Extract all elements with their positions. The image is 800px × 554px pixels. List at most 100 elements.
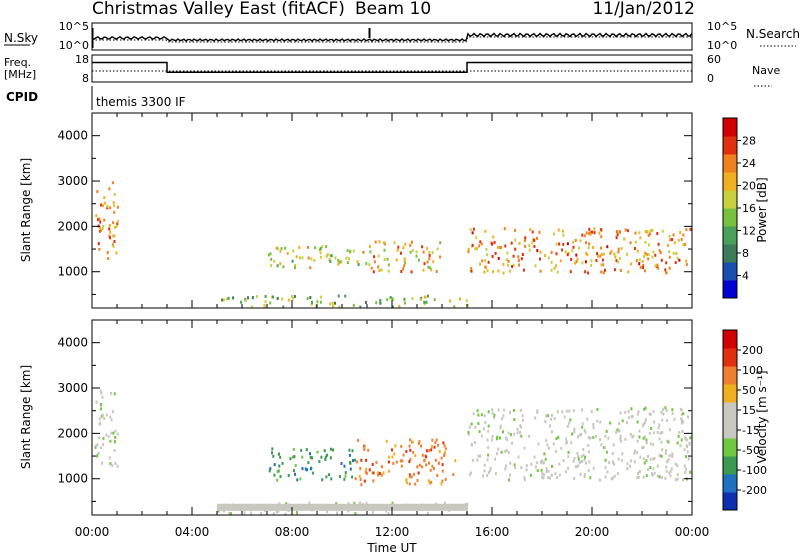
- data-cell: [656, 474, 659, 478]
- colorbar-segment: [723, 366, 737, 385]
- data-cell: [102, 436, 105, 440]
- data-cell: [403, 301, 406, 305]
- data-cell: [689, 227, 692, 231]
- colorbar-segment: [723, 154, 737, 173]
- data-cell: [502, 262, 505, 266]
- data-cell: [267, 253, 270, 257]
- data-cell: [408, 444, 411, 448]
- data-cell: [439, 255, 441, 259]
- data-cell: [668, 255, 671, 259]
- colorbar-segment: [723, 348, 737, 367]
- data-cell: [423, 458, 426, 462]
- data-cell: [251, 503, 254, 511]
- data-cell: [403, 259, 406, 263]
- data-cell: [520, 257, 523, 261]
- data-cell: [592, 466, 595, 470]
- data-cell: [550, 268, 553, 272]
- data-cell: [360, 483, 363, 487]
- data-cell: [680, 412, 683, 416]
- data-cell: [218, 503, 221, 511]
- data-cell: [645, 253, 648, 257]
- data-cell: [514, 247, 517, 251]
- data-cell: [470, 269, 473, 273]
- data-cell: [436, 474, 439, 477]
- data-cell: [604, 268, 606, 272]
- data-cell: [685, 228, 688, 232]
- data-cell: [338, 260, 341, 264]
- data-cell: [486, 473, 489, 477]
- data-cell: [359, 467, 362, 470]
- data-cell: [513, 409, 516, 412]
- data-cell: [330, 254, 333, 258]
- data-cell: [429, 266, 432, 270]
- data-cell: [432, 260, 435, 264]
- data-cell: [596, 419, 599, 423]
- data-cell: [308, 501, 311, 505]
- data-cell: [626, 421, 628, 425]
- data-cell: [541, 472, 544, 476]
- data-cell: [417, 258, 420, 262]
- data-cell: [568, 421, 571, 425]
- data-cell: [344, 471, 347, 475]
- data-cell: [600, 270, 603, 274]
- data-cell: [434, 458, 437, 462]
- data-cell: [346, 249, 349, 253]
- data-cell: [108, 227, 111, 231]
- data-cell: [272, 454, 275, 458]
- data-cell: [534, 264, 537, 268]
- data-cell: [338, 475, 341, 479]
- data-cell: [452, 473, 455, 477]
- data-cell: [573, 457, 576, 461]
- data-cell: [665, 469, 668, 473]
- data-cell: [116, 220, 119, 224]
- y-tick-label: 3000: [57, 381, 88, 395]
- data-cell: [409, 503, 411, 511]
- data-cell: [352, 459, 354, 463]
- data-cell: [600, 235, 603, 239]
- data-cell: [401, 503, 404, 511]
- data-cell: [309, 467, 312, 471]
- colorbar-tick-label: 28: [742, 135, 756, 148]
- data-cell: [606, 245, 609, 249]
- data-cell: [392, 461, 395, 465]
- data-cell: [442, 503, 444, 511]
- data-cell: [497, 447, 500, 451]
- data-cell: [111, 464, 114, 468]
- data-cell: [565, 441, 568, 445]
- data-cell: [645, 438, 648, 442]
- data-cell: [616, 233, 619, 236]
- data-cell: [443, 451, 446, 455]
- data-cell: [667, 440, 670, 444]
- data-cell: [604, 446, 606, 450]
- data-cell: [620, 247, 623, 250]
- data-cell: [598, 231, 601, 235]
- data-cell: [685, 263, 688, 267]
- data-cell: [410, 475, 413, 479]
- data-cell: [668, 250, 671, 254]
- data-cell: [588, 227, 591, 231]
- data-cell: [286, 503, 288, 511]
- data-cell: [113, 225, 116, 229]
- data-cell: [633, 460, 636, 464]
- data-cell: [641, 260, 644, 263]
- data-cell: [306, 245, 309, 249]
- data-cell: [403, 264, 406, 268]
- data-cell: [678, 431, 681, 434]
- data-cell: [352, 249, 355, 253]
- data-cell: [470, 471, 472, 475]
- data-cell: [269, 252, 272, 256]
- data-cell: [519, 425, 522, 429]
- data-cell: [372, 479, 375, 483]
- data-cell: [660, 454, 663, 458]
- data-cell: [379, 301, 382, 305]
- data-cell: [313, 503, 315, 511]
- data-cell: [385, 503, 387, 511]
- data-cell: [624, 228, 627, 232]
- data-cell: [632, 434, 635, 438]
- data-cell: [689, 470, 692, 474]
- data-cell: [488, 471, 490, 475]
- data-cell: [543, 452, 546, 456]
- data-cell: [354, 458, 357, 462]
- data-cell: [493, 413, 496, 417]
- data-cell: [431, 438, 434, 442]
